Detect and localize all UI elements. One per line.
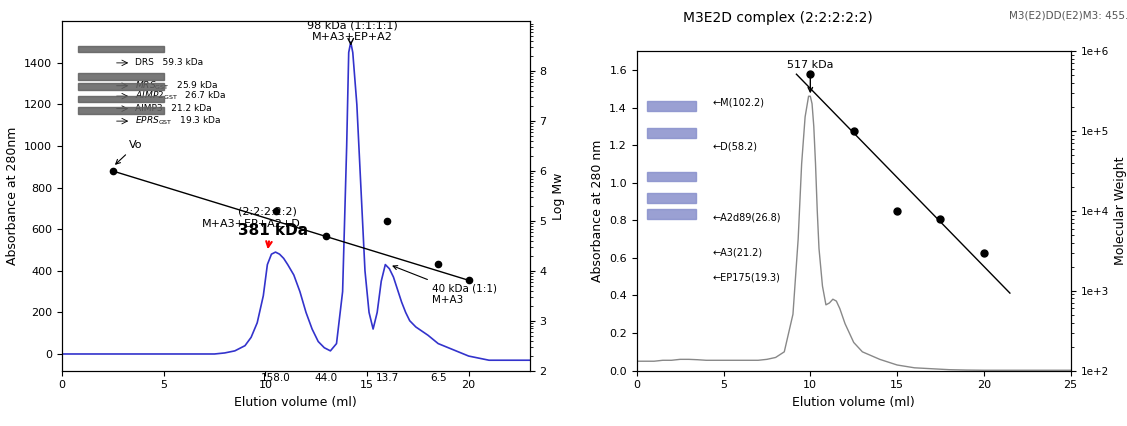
Bar [78, 83, 165, 89]
Bar [78, 96, 165, 102]
Y-axis label: Absorbance at 280nm: Absorbance at 280nm [6, 127, 18, 265]
Text: M+A3+EP+A2+D: M+A3+EP+A2+D [202, 219, 301, 229]
Text: Vo: Vo [116, 140, 143, 164]
Bar [647, 129, 696, 138]
Y-axis label: Molecular Weight: Molecular Weight [1115, 157, 1127, 265]
X-axis label: Elution volume (ml): Elution volume (ml) [234, 396, 357, 409]
Text: 40 kDa (1:1)
M+A3: 40 kDa (1:1) M+A3 [393, 266, 497, 305]
Text: $EPRS_{\mathrm{GST}}$   19.3 kDa: $EPRS_{\mathrm{GST}}$ 19.3 kDa [135, 115, 222, 127]
Text: M3E2D complex (2:2:2:2:2): M3E2D complex (2:2:2:2:2) [683, 11, 872, 25]
Text: 158.0: 158.0 [260, 373, 291, 383]
Text: $AIMP2_{\mathrm{GST}}$   26.7 kDa: $AIMP2_{\mathrm{GST}}$ 26.7 kDa [135, 90, 227, 102]
Text: 13.7: 13.7 [375, 373, 399, 383]
Bar [647, 193, 696, 203]
Text: ←A3(21.2): ←A3(21.2) [712, 248, 762, 257]
Text: M+A3+EP+A2: M+A3+EP+A2 [312, 32, 393, 42]
Bar [647, 101, 696, 111]
Y-axis label: Log Mw: Log Mw [552, 172, 565, 220]
Bar [78, 73, 165, 80]
Bar [647, 209, 696, 219]
Y-axis label: Absorbance at 280 nm: Absorbance at 280 nm [591, 140, 604, 282]
Bar [647, 172, 696, 181]
Text: ←A2d89(26.8): ←A2d89(26.8) [712, 212, 781, 222]
Text: 98 kDa (1:1:1:1): 98 kDa (1:1:1:1) [308, 20, 398, 31]
Bar [78, 46, 165, 52]
Text: 381 kDa: 381 kDa [239, 222, 309, 238]
Text: ←EP175(19.3): ←EP175(19.3) [712, 273, 780, 283]
Text: M3(E2)DD(E2)M3: 455.: M3(E2)DD(E2)M3: 455. [1009, 11, 1127, 20]
Text: AIMP3   21.2 kDa: AIMP3 21.2 kDa [135, 104, 212, 113]
Bar [78, 107, 165, 113]
Text: 44.0: 44.0 [314, 373, 338, 383]
Text: ←M(102.2): ←M(102.2) [712, 97, 764, 107]
Text: DRS   59.3 kDa: DRS 59.3 kDa [135, 58, 203, 67]
Text: $MRS_{\mathrm{GST}}$   25.9 kDa: $MRS_{\mathrm{GST}}$ 25.9 kDa [135, 80, 219, 92]
Text: (2:2:2:2:2): (2:2:2:2:2) [238, 207, 296, 217]
X-axis label: Elution volume (ml): Elution volume (ml) [792, 396, 915, 409]
Text: 517 kDa: 517 kDa [787, 60, 834, 92]
Text: ←D(58.2): ←D(58.2) [712, 142, 757, 152]
Text: 6.5: 6.5 [429, 373, 446, 383]
